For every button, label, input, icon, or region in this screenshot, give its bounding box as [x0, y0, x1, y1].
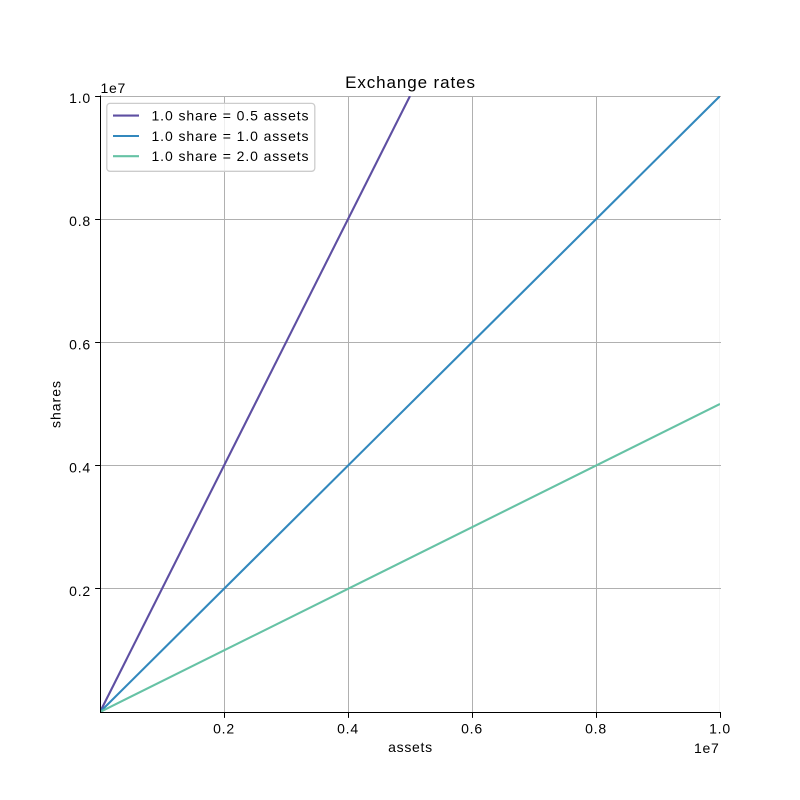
svg-text:0.4: 0.4 — [69, 460, 91, 476]
svg-text:0.2: 0.2 — [213, 721, 235, 737]
svg-text:assets: assets — [388, 739, 433, 755]
svg-text:1.0: 1.0 — [709, 721, 731, 737]
svg-text:1.0 share = 0.5 assets: 1.0 share = 0.5 assets — [152, 108, 310, 124]
svg-text:1e7: 1e7 — [694, 740, 719, 756]
svg-text:0.2: 0.2 — [69, 583, 91, 599]
svg-text:Exchange rates: Exchange rates — [345, 73, 476, 92]
svg-text:0.6: 0.6 — [69, 336, 91, 352]
svg-text:0.8: 0.8 — [585, 721, 607, 737]
svg-text:0.8: 0.8 — [69, 213, 91, 229]
svg-text:1.0 share = 1.0 assets: 1.0 share = 1.0 assets — [152, 128, 310, 144]
svg-text:1e7: 1e7 — [101, 80, 126, 96]
svg-text:1.0: 1.0 — [69, 90, 91, 106]
svg-text:shares: shares — [47, 380, 63, 428]
svg-text:0.4: 0.4 — [337, 721, 359, 737]
svg-text:1.0 share = 2.0 assets: 1.0 share = 2.0 assets — [152, 148, 310, 164]
svg-text:0.6: 0.6 — [461, 721, 483, 737]
